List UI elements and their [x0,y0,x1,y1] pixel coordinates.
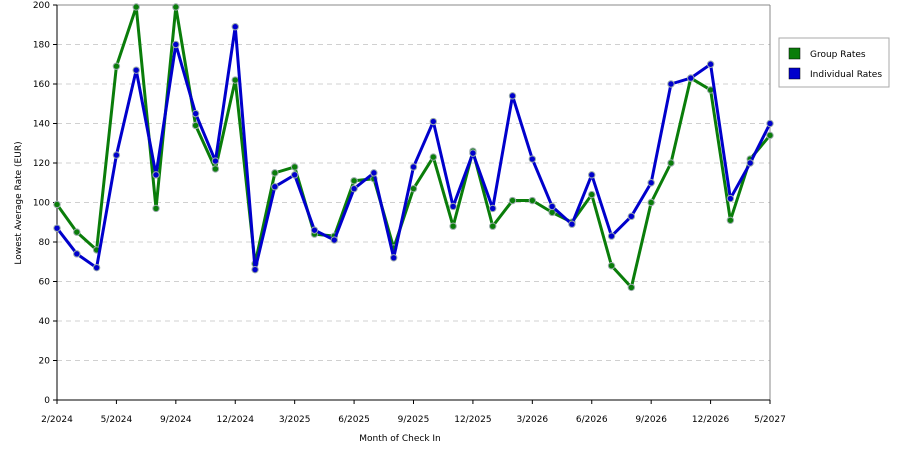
x-tick-label: 5/2027 [754,415,786,425]
data-point [350,184,358,193]
y-tick-label: 160 [33,80,50,90]
data-point [152,171,160,179]
data-point [251,265,259,274]
data-point [627,212,636,221]
data-point [211,165,220,173]
data-point [588,171,596,179]
y-tick-label: 20 [39,357,51,367]
data-point [191,121,200,130]
data-point [152,204,160,213]
data-point [271,183,279,191]
data-point [350,177,358,185]
data-point [766,131,774,140]
data-point [647,179,655,187]
y-tick-label: 100 [33,199,50,209]
data-point [528,155,537,163]
data-point [73,250,81,258]
data-point [508,92,517,100]
data-point [627,283,636,292]
y-tick-label: 40 [39,317,51,327]
data-point [429,153,438,161]
data-point [92,263,101,272]
x-tick-label: 9/2024 [160,415,192,425]
data-point [528,196,537,205]
data-point [706,60,715,68]
data-point [607,232,616,240]
x-tick-label: 3/2025 [279,415,311,425]
legend-swatch [788,67,801,80]
data-point [409,163,418,171]
data-point [310,226,319,234]
data-point [449,222,457,230]
x-tick-label: 3/2026 [516,415,548,425]
data-point [687,74,695,82]
data-point [489,222,497,230]
data-point [231,23,239,31]
x-tick-label: 9/2026 [635,415,667,425]
data-point [370,169,378,177]
data-point [667,80,675,88]
data-point [191,109,200,118]
data-point [290,163,299,171]
data-point [53,200,61,209]
data-point [766,119,774,128]
data-point [647,198,655,207]
x-tick-label: 2/2024 [41,415,73,425]
x-tick-label: 6/2025 [338,415,370,425]
data-point [607,262,616,270]
y-tick-label: 60 [39,278,51,288]
x-axis-label: Month of Check In [359,434,441,444]
x-tick-label: 12/2024 [217,415,255,425]
y-tick-label: 200 [33,1,50,11]
data-point [469,149,477,157]
y-tick-label: 120 [33,159,50,169]
y-tick-label: 180 [33,41,50,51]
legend-label: Individual Rates [810,70,882,80]
data-point [568,220,576,228]
x-tick-label: 9/2025 [398,415,430,425]
x-tick-label: 5/2024 [101,415,133,425]
data-point [489,204,497,213]
data-point [231,76,239,84]
data-point [508,196,517,205]
x-tick-label: 12/2025 [454,415,491,425]
data-point [172,3,180,11]
legend-label: Group Rates [810,50,866,60]
data-point [389,254,398,262]
data-point [429,117,438,126]
series-line [55,5,772,289]
data-point [271,169,279,177]
data-point [588,190,596,199]
data-point [172,40,180,49]
data-point [73,228,81,236]
data-point [132,3,140,11]
data-point [409,184,418,193]
y-tick-label: 0 [44,396,50,406]
data-point [726,194,735,203]
data-point [53,224,61,232]
data-point [330,236,338,244]
data-point [112,62,121,70]
data-point [132,66,140,74]
data-point [667,159,675,167]
y-tick-label: 140 [33,120,50,130]
series-line [55,25,772,272]
x-tick-label: 6/2026 [576,415,608,425]
data-point [211,157,220,165]
data-point [548,202,556,211]
data-point [726,216,735,224]
data-point [449,202,457,211]
data-point [746,159,754,167]
x-tick-label: 12/2026 [692,415,730,425]
data-point [112,151,121,159]
legend-swatch [788,47,801,60]
y-axis-label: Lowest Average Rate (EUR) [14,141,24,264]
y-tick-label: 80 [39,238,51,248]
data-point [290,171,299,179]
